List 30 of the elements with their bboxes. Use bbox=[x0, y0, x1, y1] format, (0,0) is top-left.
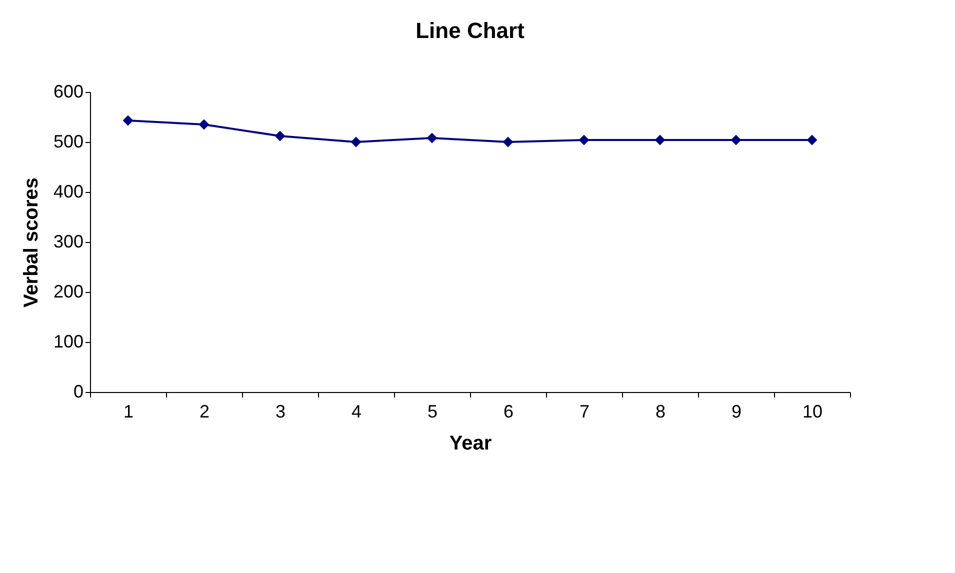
point bbox=[274, 130, 286, 142]
point bbox=[806, 134, 818, 146]
point bbox=[426, 132, 438, 144]
x-tick-label: 9 bbox=[731, 402, 742, 422]
x-axis-title: Year bbox=[449, 432, 492, 454]
y-tick-label: 500 bbox=[53, 132, 84, 152]
chart-title: Line Chart bbox=[416, 18, 526, 43]
x-tick-label: 10 bbox=[802, 402, 823, 422]
y-tick-label: 100 bbox=[53, 332, 84, 352]
x-tick-label: 1 bbox=[123, 402, 134, 422]
point bbox=[198, 119, 210, 130]
point bbox=[578, 134, 590, 146]
y-tick-label: 600 bbox=[53, 82, 84, 102]
y-tick-label: 0 bbox=[73, 382, 84, 402]
x-tick-label: 5 bbox=[427, 402, 438, 422]
y-tick-label: 300 bbox=[53, 232, 84, 252]
y-tick-label: 200 bbox=[53, 282, 84, 302]
point bbox=[730, 134, 742, 146]
x-tick-label: 4 bbox=[351, 402, 362, 422]
x-tick-label: 6 bbox=[503, 402, 514, 422]
point bbox=[122, 115, 134, 126]
x-tick-label: 3 bbox=[275, 402, 286, 422]
y-axis-title: Verbal scores bbox=[20, 177, 42, 308]
point bbox=[350, 136, 362, 148]
point bbox=[502, 136, 514, 148]
y-tick-label: 400 bbox=[53, 182, 84, 202]
x-tick-label: 8 bbox=[655, 402, 666, 422]
x-tick-label: 7 bbox=[579, 402, 590, 422]
point bbox=[654, 134, 666, 146]
x-tick-label: 2 bbox=[199, 402, 210, 422]
